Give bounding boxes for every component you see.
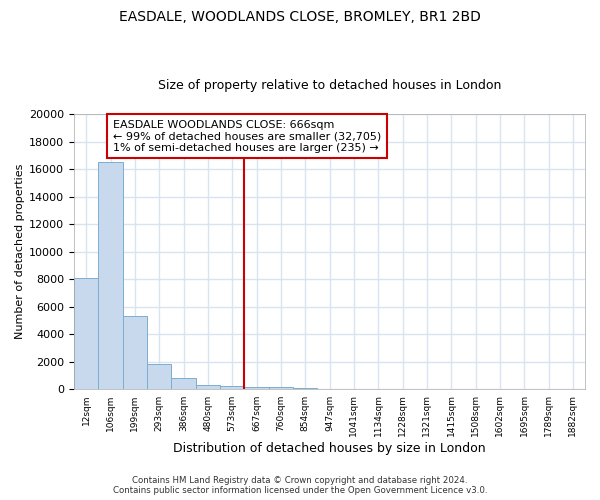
Bar xyxy=(147,364,172,390)
Y-axis label: Number of detached properties: Number of detached properties xyxy=(15,164,25,340)
X-axis label: Distribution of detached houses by size in London: Distribution of detached houses by size … xyxy=(173,442,486,455)
Bar xyxy=(172,378,196,390)
Bar xyxy=(293,388,317,390)
Text: Contains HM Land Registry data © Crown copyright and database right 2024.
Contai: Contains HM Land Registry data © Crown c… xyxy=(113,476,487,495)
Bar xyxy=(269,388,293,390)
Title: Size of property relative to detached houses in London: Size of property relative to detached ho… xyxy=(158,79,501,92)
Bar xyxy=(220,386,244,390)
Bar xyxy=(122,316,147,390)
Bar xyxy=(244,386,269,390)
Bar xyxy=(98,162,122,390)
Text: EASDALE WOODLANDS CLOSE: 666sqm
← 99% of detached houses are smaller (32,705)
1%: EASDALE WOODLANDS CLOSE: 666sqm ← 99% of… xyxy=(113,120,381,152)
Text: EASDALE, WOODLANDS CLOSE, BROMLEY, BR1 2BD: EASDALE, WOODLANDS CLOSE, BROMLEY, BR1 2… xyxy=(119,10,481,24)
Bar xyxy=(74,278,98,390)
Bar xyxy=(196,385,220,390)
